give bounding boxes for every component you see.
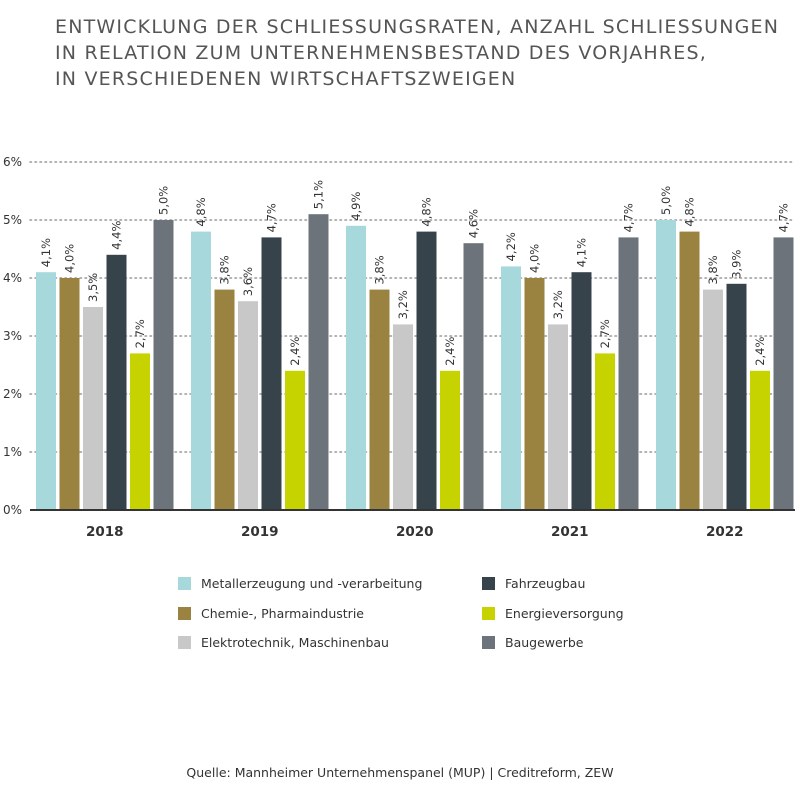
x-tick-label: 2018 (86, 524, 124, 540)
bar (369, 289, 390, 510)
legend-item: Fahrzeugbau (482, 576, 585, 591)
source-note: Quelle: Mannheimer Unternehmenspanel (MU… (186, 765, 614, 780)
bar (679, 231, 700, 510)
data-label: 4,8% (420, 197, 434, 226)
y-tick-label: 4% (3, 271, 22, 285)
data-label: 4,8% (683, 197, 697, 226)
y-tick-label: 1% (3, 445, 22, 459)
data-label: 4,0% (63, 244, 77, 273)
data-label: 2,4% (443, 337, 457, 366)
data-label: 5,0% (157, 186, 171, 215)
data-label: 3,8% (373, 255, 387, 284)
chart-title: ENTWICKLUNG DER SCHLIESSUNGSRATEN, ANZAH… (55, 14, 785, 92)
title-line-3: IN VERSCHIEDENEN WIRTSCHAFTSZWEIGEN (55, 68, 517, 90)
bar (524, 278, 545, 510)
data-label: 3,6% (241, 267, 255, 296)
data-label: 2,7% (133, 319, 147, 348)
bar (261, 237, 282, 510)
y-tick-label: 6% (3, 155, 22, 169)
bar (59, 278, 80, 510)
legend-item: Chemie-, Pharmaindustrie (178, 606, 364, 621)
bar (285, 370, 305, 510)
bar (501, 266, 521, 510)
legend-swatch (178, 607, 191, 620)
legend-swatch (178, 636, 191, 649)
legend-swatch (178, 577, 191, 590)
bar (346, 225, 366, 511)
data-label: 4,8% (194, 197, 208, 226)
x-tick-label: 2022 (706, 524, 744, 540)
legend-label: Fahrzeugbau (505, 576, 586, 591)
data-label: 3,9% (730, 250, 744, 279)
data-label: 4,0% (528, 244, 542, 273)
data-label: 5,0% (659, 186, 673, 215)
x-tick-label: 2020 (396, 524, 434, 540)
data-label: 4,7% (265, 203, 279, 232)
data-label: 3,5% (86, 273, 100, 302)
data-label: 4,2% (504, 232, 518, 261)
bar (130, 353, 150, 510)
bar (656, 220, 676, 510)
legend-swatch (482, 636, 495, 649)
bar (106, 254, 127, 510)
bar (83, 307, 103, 510)
y-tick-label: 0% (3, 503, 22, 517)
legend-label: Metallerzeugung und -verarbeitung (201, 576, 423, 591)
bar-chart: 0% 1% 2% 3% 4% 5% 6% 4,1% 4,0% 3,5% 4,4% 2,7% 5,0% 20… (3, 155, 796, 540)
bar (153, 220, 174, 510)
data-label: 3,2% (396, 290, 410, 319)
legend: Metallerzeugung und -verarbeitung Fahrzeu… (178, 576, 738, 666)
y-tick-label: 5% (3, 213, 22, 227)
data-label: 3,8% (218, 255, 232, 284)
data-label: 4,1% (575, 238, 589, 267)
legend-swatch (482, 607, 495, 620)
bar (571, 272, 592, 510)
data-label: 2,4% (753, 337, 767, 366)
data-label: 4,7% (777, 203, 791, 232)
bar (214, 289, 235, 510)
bar (548, 324, 568, 510)
legend-label: Chemie-, Pharmaindustrie (201, 606, 364, 621)
bar (440, 370, 460, 510)
legend-item: Elektrotechnik, Maschinenbau (178, 635, 389, 650)
bar (595, 353, 615, 510)
legend-label: Elektrotechnik, Maschinenbau (201, 635, 389, 650)
title-line-1: ENTWICKLUNG DER SCHLIESSUNGSRATEN, ANZAH… (55, 16, 780, 38)
y-tick-label: 3% (3, 329, 22, 343)
data-label: 4,9% (349, 192, 363, 221)
legend-label: Energieversorgung (505, 606, 624, 621)
bar (750, 370, 770, 510)
data-label: 5,1% (312, 180, 326, 209)
data-label: 4,6% (467, 209, 481, 238)
bar (238, 301, 258, 510)
data-label: 2,4% (288, 337, 302, 366)
legend-item: Baugewerbe (482, 635, 583, 650)
data-label: 3,2% (551, 290, 565, 319)
legend-label: Baugewerbe (505, 635, 584, 650)
bar (463, 243, 484, 510)
legend-swatch (482, 577, 495, 590)
title-line-2: IN RELATION ZUM UNTERNEHMENSBESTAND DES … (55, 42, 708, 64)
data-label: 4,7% (622, 203, 636, 232)
data-label: 4,4% (110, 221, 124, 250)
bar (618, 237, 639, 510)
x-tick-label: 2019 (241, 524, 279, 540)
bar (726, 283, 747, 510)
legend-item: Energieversorgung (482, 606, 624, 621)
legend-item: Metallerzeugung und -verarbeitung (178, 576, 422, 591)
bar (393, 324, 413, 510)
data-label: 2,7% (598, 319, 612, 348)
bar (308, 214, 329, 510)
bar (773, 237, 794, 510)
bar (416, 231, 437, 510)
bar (36, 272, 56, 510)
y-tick-label: 2% (3, 387, 22, 401)
bar (191, 231, 211, 510)
data-label: 4,1% (39, 238, 53, 267)
bar (703, 289, 723, 510)
x-tick-label: 2021 (551, 524, 589, 540)
data-label: 3,8% (706, 255, 720, 284)
